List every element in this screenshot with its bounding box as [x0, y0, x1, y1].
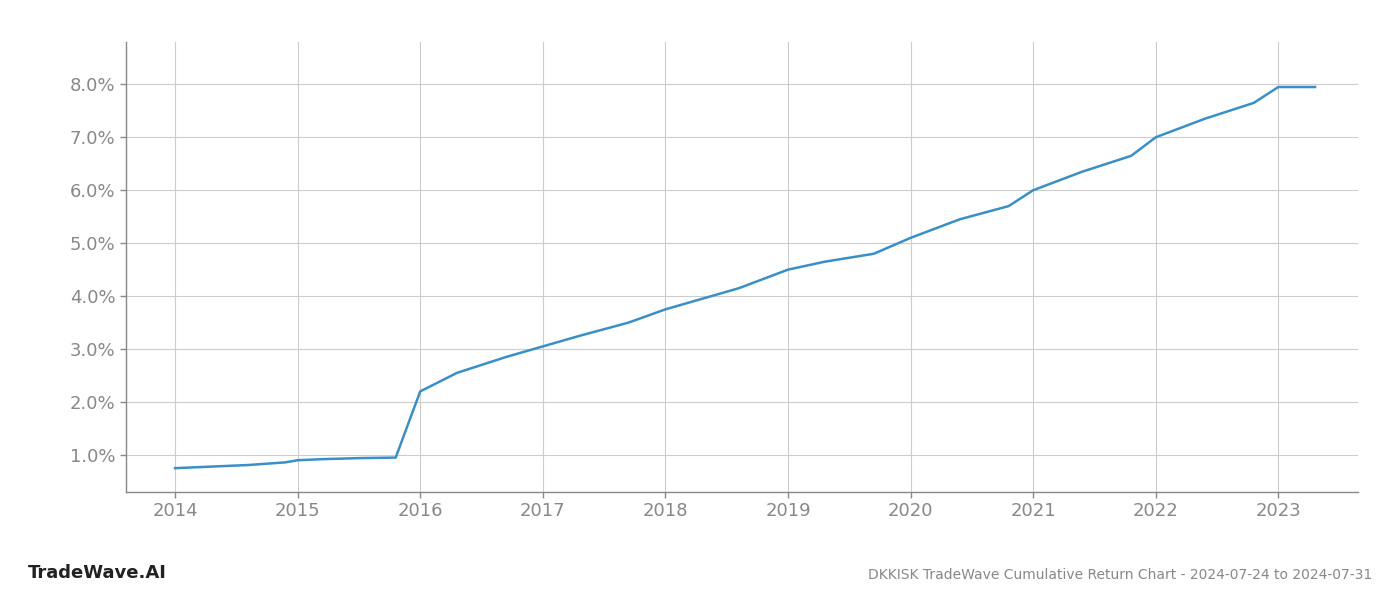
Text: TradeWave.AI: TradeWave.AI — [28, 564, 167, 582]
Text: DKKISK TradeWave Cumulative Return Chart - 2024-07-24 to 2024-07-31: DKKISK TradeWave Cumulative Return Chart… — [868, 568, 1372, 582]
